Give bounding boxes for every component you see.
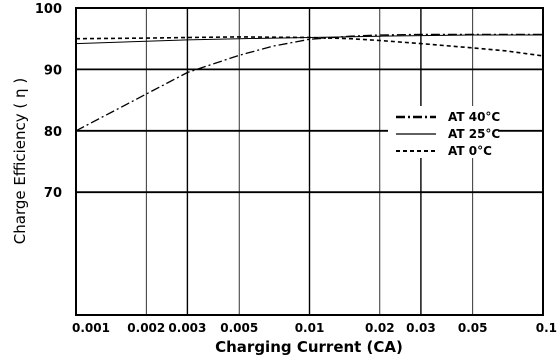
x-tick-label: 0.02 bbox=[365, 321, 395, 335]
y-tick-label: 100 bbox=[35, 2, 62, 17]
y-tick-label: 70 bbox=[44, 186, 62, 201]
grid-lines bbox=[75, 7, 544, 315]
x-tick-label: 0.003 bbox=[168, 321, 206, 335]
legend-label: AT 40°C bbox=[448, 110, 500, 124]
x-tick-label: 0.002 bbox=[127, 321, 165, 335]
legend: AT 40°C AT 25°C AT 0°C bbox=[388, 106, 500, 158]
series-line bbox=[75, 33, 543, 132]
x-tick-label: 0.1 bbox=[536, 321, 557, 335]
plot-frame bbox=[75, 7, 544, 316]
legend-label: AT 25°C bbox=[448, 127, 500, 141]
x-axis-label: Charging Current (CA) bbox=[215, 338, 403, 356]
y-tick-label: 90 bbox=[44, 63, 62, 78]
series-line bbox=[75, 36, 544, 57]
x-tick-label: 0.001 bbox=[72, 321, 110, 335]
legend-box bbox=[388, 106, 498, 158]
y-tick-label: 80 bbox=[44, 125, 62, 140]
x-tick-label: 0.01 bbox=[295, 321, 325, 335]
x-tick-label: 0.03 bbox=[406, 321, 436, 335]
tick-labels: 0.001 0.002 0.003 0.005 0.01 0.02 0.03 0.05 0.1 1… bbox=[35, 2, 557, 335]
legend-label: AT 0°C bbox=[448, 144, 492, 158]
x-tick-label: 0.05 bbox=[458, 321, 488, 335]
series-lines bbox=[75, 33, 544, 132]
y-axis-label: Charge Efficiency ( η ) bbox=[11, 78, 29, 244]
x-tick-label: 0.005 bbox=[220, 321, 258, 335]
